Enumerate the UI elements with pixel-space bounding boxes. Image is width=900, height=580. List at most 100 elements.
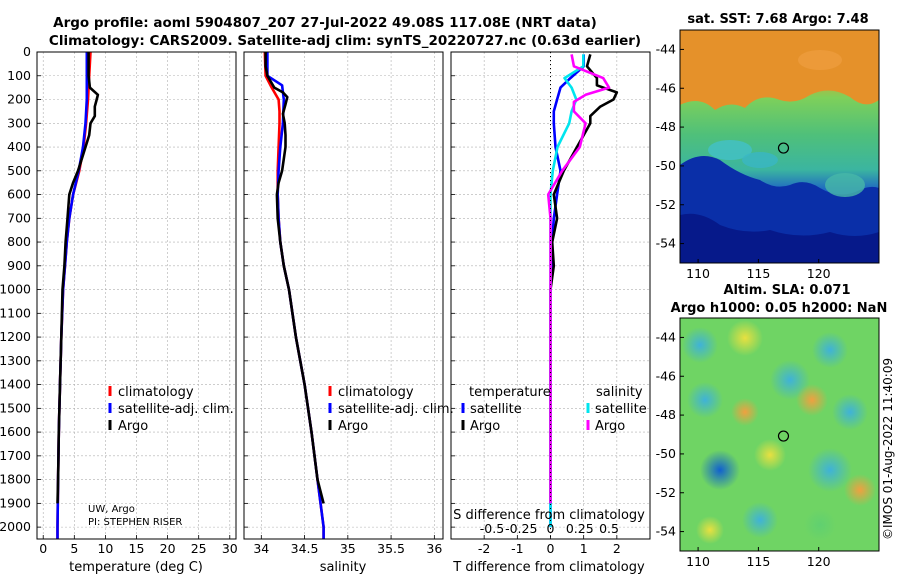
y-tick-label: 1700	[0, 448, 31, 463]
y-tick-label: 1900	[0, 495, 31, 510]
imos-watermark: ©IMOS 01-Aug-2022 11:40:09	[881, 358, 895, 540]
y-tick-label: 1600	[0, 424, 31, 439]
x-tick-label: 2	[613, 541, 621, 556]
y-tick-label: 200	[7, 92, 31, 107]
y-tick-label: 500	[7, 163, 31, 178]
series-line-argo	[56, 52, 100, 504]
y-tick-label: 1400	[0, 377, 31, 392]
x-tick-label: 30	[222, 541, 238, 556]
legend-label-argo: Argo	[118, 419, 148, 434]
x-tick-label: 10	[97, 541, 113, 556]
map-x-tick-label: 110	[686, 554, 710, 569]
map-y-tick-label: -50	[656, 446, 676, 461]
sla-map-frame	[679, 317, 880, 552]
map-y-tick-label: -52	[656, 197, 676, 212]
sst-argo-location-marker	[777, 142, 790, 154]
x-tick-label: 35	[340, 541, 356, 556]
credit-line1: UW, Argo	[88, 504, 135, 515]
figure-title-line2: Climatology: CARS2009. Satellite-adj cli…	[49, 33, 641, 49]
temperature-ticks: 0100200300400500600700800900100011001200…	[0, 44, 238, 556]
legend-label-t-argo: Argo	[470, 419, 500, 434]
sst-map-frame	[679, 29, 880, 264]
temperature-grid	[37, 51, 236, 539]
legend-label-s-satellite: satellite	[595, 402, 647, 417]
figure-title-line1: Argo profile: aoml 5904807_207 27-Jul-20…	[53, 15, 597, 31]
legend-label-s-argo: Argo	[595, 419, 625, 434]
legend-title-salinity: salinity	[596, 385, 643, 400]
x-tick-label: 34	[253, 541, 269, 556]
y-tick-label: 400	[7, 139, 31, 154]
sst-map-title: sat. SST: 7.68 Argo: 7.48	[687, 12, 868, 27]
y-tick-label: 100	[7, 68, 31, 83]
legend-label-satellite: satellite-adj. clim.	[338, 402, 454, 417]
map-x-tick-label: 120	[807, 266, 831, 281]
y-tick-label: 1300	[0, 353, 31, 368]
series-line-argo	[264, 52, 325, 504]
legend-title-temperature: temperature	[469, 385, 551, 400]
y-tick-label: 2000	[0, 519, 31, 534]
map-y-tick-label: -54	[656, 524, 676, 539]
map-y-tick-label: -46	[656, 368, 676, 383]
legend-label-t-satellite: satellite	[470, 402, 522, 417]
y-tick-label: 1100	[0, 305, 31, 320]
salinity-panel	[243, 51, 444, 540]
map-y-tick-label: -50	[656, 158, 676, 173]
salinity-ticks: 34 34.5 35 35.5 36	[244, 51, 442, 556]
map-y-tick-label: -48	[656, 407, 676, 422]
map-y-tick-label: -54	[656, 236, 676, 251]
y-tick-label: 700	[7, 210, 31, 225]
difference-xlabel: T difference from climatology	[452, 560, 645, 575]
temperature-legend: climatology satellite-adj. clim. Argo	[108, 385, 234, 434]
difference-legend: temperature satellite Argo salinity sate…	[461, 385, 647, 434]
series-line-salinity-satellite	[549, 54, 585, 528]
y-tick-label: 900	[7, 258, 31, 273]
x-tick-label: 0	[39, 541, 47, 556]
difference-xlabel-top: S difference from climatology	[453, 508, 645, 523]
temperature-lines	[56, 51, 100, 539]
s-tick-label: -0.25	[505, 521, 537, 536]
legend-label-climatology: climatology	[338, 385, 414, 400]
temperature-xlabel: temperature (deg C)	[69, 560, 203, 575]
series-line-salinity-argo	[546, 54, 611, 504]
difference-lines	[546, 54, 619, 528]
map-y-tick-label: -44	[656, 41, 676, 56]
y-tick-label: 600	[7, 187, 31, 202]
s-tick-label: 0.25	[566, 521, 594, 536]
sla-map-image	[680, 318, 879, 551]
y-tick-label: 800	[7, 234, 31, 249]
y-tick-label: 0	[23, 44, 31, 59]
map-y-tick-label: -52	[656, 485, 676, 500]
salinity-lines	[263, 51, 325, 539]
map-y-tick-label: -48	[656, 119, 676, 134]
sla-map-ticks: 110 115 120 -44 -46 -48 -50 -52 -54	[656, 329, 831, 569]
sla-argo-location-marker	[777, 430, 790, 442]
sla-map-title-line2: Argo h1000: 0.05 h2000: NaN	[671, 301, 888, 316]
x-tick-label: -1	[511, 541, 523, 556]
map-x-tick-label: 115	[746, 266, 770, 281]
x-tick-label: 35.5	[377, 541, 405, 556]
x-tick-label: 0	[547, 541, 555, 556]
x-tick-label: 15	[129, 541, 145, 556]
series-line-temperature-argo	[549, 54, 619, 504]
map-y-tick-label: -46	[656, 80, 676, 95]
x-tick-label: 36	[426, 541, 442, 556]
legend-label-satellite: satellite-adj. clim.	[118, 402, 234, 417]
map-x-tick-label: 120	[807, 554, 831, 569]
y-tick-label: 1500	[0, 400, 31, 415]
y-tick-label: 300	[7, 115, 31, 130]
s-tick-label: 0.5	[599, 521, 619, 536]
map-x-tick-label: 110	[686, 266, 710, 281]
legend-label-climatology: climatology	[118, 385, 194, 400]
x-tick-label: 20	[160, 541, 176, 556]
credit-line2: PI: STEPHEN RISER	[88, 517, 182, 528]
s-tick-label: -0.5	[480, 521, 504, 536]
y-tick-label: 1800	[0, 472, 31, 487]
sla-map-title-line1: Altim. SLA: 0.071	[724, 283, 851, 298]
x-tick-label: 5	[70, 541, 78, 556]
salinity-grid	[244, 51, 443, 539]
map-x-tick-label: 115	[746, 554, 770, 569]
y-tick-label: 1000	[0, 282, 31, 297]
y-tick-label: 1200	[0, 329, 31, 344]
